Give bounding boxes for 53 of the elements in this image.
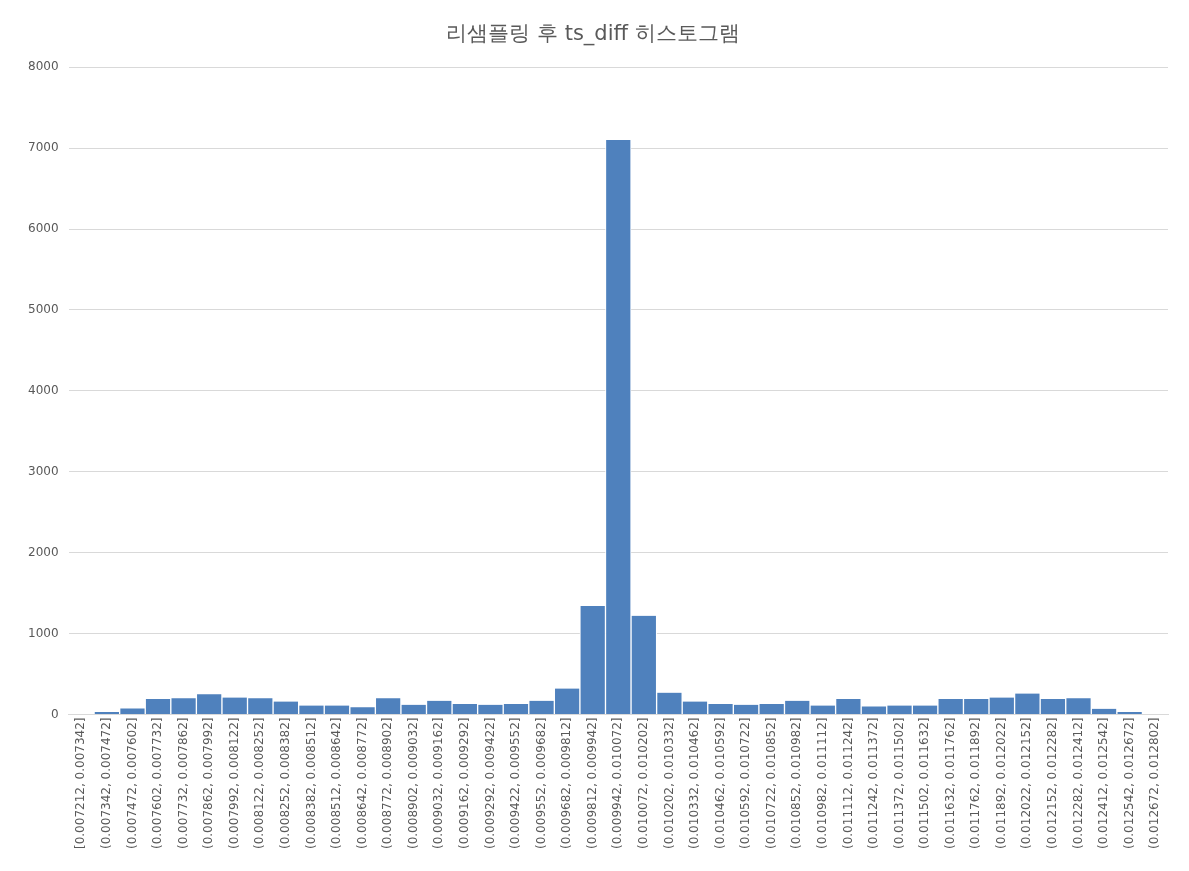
x-tick-label: (0.010332, 0.010462] — [687, 717, 702, 850]
x-tick-label: (0.010852, 0.010982] — [789, 717, 804, 850]
x-tick-label: (0.009942, 0.010072] — [610, 717, 625, 850]
y-tick-label: 4000 — [27, 382, 59, 397]
x-tick-label: (0.007862, 0.007992] — [201, 717, 216, 850]
y-tick-label: 5000 — [27, 302, 59, 317]
x-tick-label: (0.011242, 0.011372] — [866, 717, 881, 850]
x-tick-label: (0.008122, 0.008252] — [252, 717, 267, 850]
x-tick-label: (0.011762, 0.011892] — [968, 717, 983, 850]
y-tick-label: 2000 — [27, 544, 59, 559]
x-tick-label: (0.007342, 0.007472] — [99, 717, 114, 850]
x-tick-label: (0.009292, 0.009422] — [482, 717, 497, 850]
x-tick-label: (0.008772, 0.008902] — [380, 717, 395, 850]
x-tick-label: (0.010592, 0.010722] — [738, 717, 753, 850]
y-tick-label: 3000 — [27, 463, 59, 478]
x-tick-label: (0.011112, 0.011242] — [840, 717, 855, 850]
x-tick-label: (0.007472, 0.007602] — [124, 717, 139, 850]
x-tick-label: (0.009812, 0.009942] — [584, 717, 599, 850]
x-tick-label: (0.009162, 0.009292] — [456, 717, 471, 850]
x-tick-label: (0.008902, 0.009032] — [405, 717, 420, 850]
x-tick-label: (0.009552, 0.009682] — [533, 717, 548, 850]
x-tick-label: (0.010202, 0.010332] — [661, 717, 676, 850]
x-tick-label: (0.010462, 0.010592] — [712, 717, 727, 850]
x-tick-label: (0.008382, 0.008512] — [303, 717, 318, 850]
x-tick-label: (0.012282, 0.012412] — [1070, 717, 1085, 850]
x-tick-label: (0.009422, 0.009552] — [508, 717, 523, 850]
x-tick-label: (0.007732, 0.007862] — [175, 717, 190, 850]
y-tick-label: 6000 — [27, 221, 59, 236]
x-tick-label: (0.007992, 0.008122] — [226, 717, 241, 850]
y-tick-label: 1000 — [27, 625, 59, 640]
x-tick-label: (0.011892, 0.012022] — [993, 717, 1008, 850]
x-tick-label: (0.008512, 0.008642] — [329, 717, 344, 850]
x-tick-label: (0.012542, 0.012672] — [1121, 717, 1136, 850]
y-tick-label: 8000 — [27, 59, 59, 74]
y-tick-label: 0 — [50, 706, 59, 721]
x-tick-label: (0.012412, 0.012542] — [1096, 717, 1111, 850]
x-tick-label: (0.011502, 0.011632] — [917, 717, 932, 850]
x-tick-label: (0.011632, 0.011762] — [942, 717, 957, 850]
x-tick-label: (0.012022, 0.012152] — [1019, 717, 1034, 850]
x-tick-label: (0.008252, 0.008382] — [278, 717, 292, 850]
x-tick-label: (0.009682, 0.009812] — [559, 717, 574, 850]
chart-title: 리샘플링 후 ts_diff 히스토그램 — [446, 21, 740, 47]
x-tick-label: [0.007212, 0.007342] — [73, 717, 88, 850]
y-tick-label: 7000 — [27, 140, 59, 155]
x-tick-label: (0.007602, 0.007732] — [150, 717, 165, 850]
x-tick-label: (0.009032, 0.009162] — [431, 717, 446, 850]
x-tick-label: (0.012152, 0.012282] — [1045, 717, 1060, 850]
x-tick-label: (0.010982, 0.011112] — [814, 717, 829, 850]
x-tick-label: (0.010722, 0.010852] — [763, 717, 778, 850]
x-tick-label: (0.008642, 0.008772] — [354, 717, 369, 850]
x-tick-label: (0.010072, 0.010202] — [635, 717, 650, 850]
x-tick-label: (0.011372, 0.011502] — [891, 717, 906, 850]
x-tick-label: (0.012672, 0.012802] — [1147, 717, 1162, 850]
